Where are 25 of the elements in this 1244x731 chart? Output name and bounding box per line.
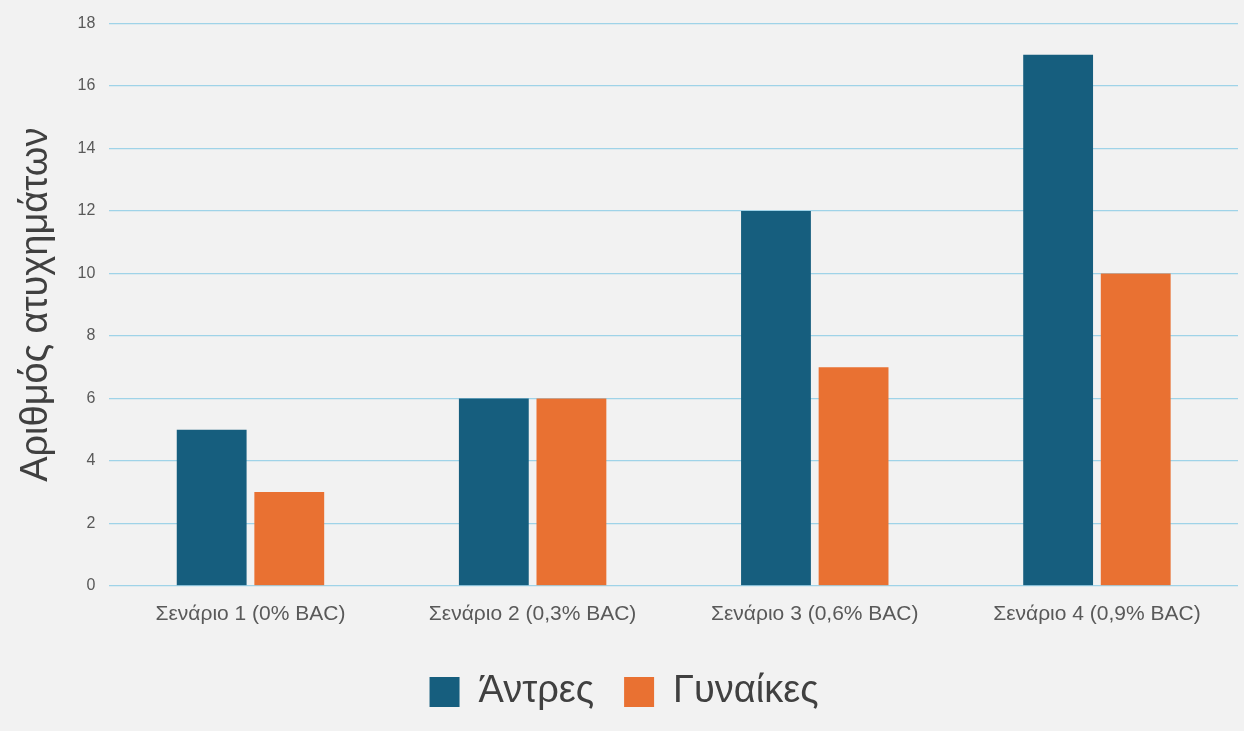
bar [818,367,889,586]
bar [536,398,607,586]
y-tick-label: 10 [77,263,96,281]
y-tick-label: 16 [77,76,96,94]
y-tick-label: 0 [86,576,96,594]
y-tick-label: 4 [86,451,96,469]
legend-label: Άντρες [478,668,595,711]
y-tick-label: 18 [77,14,96,32]
x-tick-label: Σενάριο 2 (0,3% BAC) [428,601,637,625]
y-tick-label: 6 [86,388,96,406]
bar [741,211,811,586]
x-tick-label: Σενάριο 3 (0,6% BAC) [711,601,919,625]
x-tick-label: Σενάριο 4 (0,9% BAC) [993,601,1201,625]
bar [254,492,325,586]
bar [458,398,529,586]
y-tick-label: 12 [77,201,96,219]
legend-label: Γυναίκες [673,668,819,711]
bar [1100,273,1171,586]
y-tick-label: 14 [77,138,96,156]
bar [176,429,247,586]
x-tick-label: Σενάριο 1 (0% BAC) [155,601,346,625]
y-tick-label: 2 [86,513,96,531]
y-tick-label: 8 [86,326,96,344]
bar [1023,54,1094,586]
y-axis-title: Αριθμός ατυχημάτων [13,127,56,482]
